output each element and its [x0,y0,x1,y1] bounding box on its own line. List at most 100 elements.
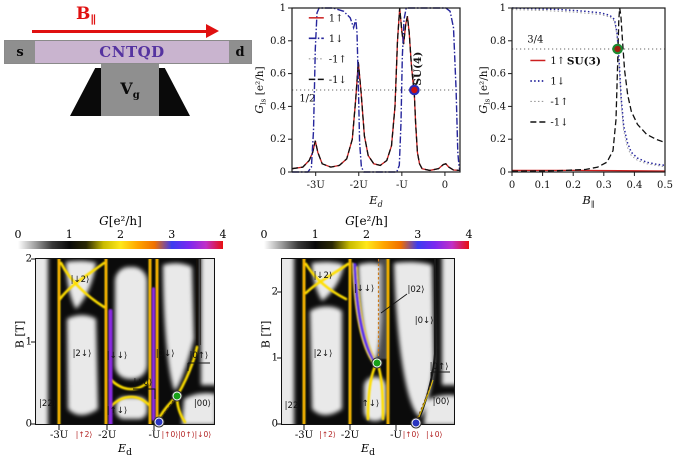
svg-text:0.2: 0.2 [565,180,581,191]
y-tick-mark [277,357,282,359]
y-tick-label: 1 [271,352,278,364]
state-label: |22⟩ [284,400,302,411]
svg-text:0.8: 0.8 [490,36,506,47]
svg-text:3/4: 3/4 [527,34,543,45]
x-tick-mark [349,424,351,430]
y-tick-label: 1 [25,336,32,347]
x-axis-state-label: |↑2⟩ [75,430,93,439]
x-tick-label: -2U [340,430,360,441]
y-axis-label: B [T] [13,320,27,349]
colorbar-tick-label: 4 [465,228,473,241]
y-tick-mark [31,258,36,260]
colorbar-title: G[e²/h] [99,214,142,228]
colorbar-tick-label: 3 [168,228,176,241]
y-tick-mark [277,291,282,293]
state-label: |0↑⟩ [429,362,449,373]
x-axis-state-label: |↑0⟩ [402,430,420,439]
gate-electrode: Vg [70,64,190,116]
colorbar-gradient [18,241,223,249]
svg-text:1↓: 1↓ [329,34,344,45]
svg-text:-2U: -2U [350,180,368,191]
svg-text:0: 0 [280,167,286,178]
x-tick-mark [395,424,397,430]
phase-point-marker [372,358,382,368]
conductance-vs-ed-plot: 1/2 -3U -2U -U 0 0 0.2 0.4 0.6 0.8 1 SU(4) 1↑ 1↓ -1↑ -1… [253,3,461,209]
svg-text:0.5: 0.5 [657,180,673,191]
heatmap-painting-right [282,259,454,424]
svg-text:0.2: 0.2 [270,134,286,145]
svg-text:0.4: 0.4 [490,101,506,112]
colorbar-tick-label: 2 [117,228,124,241]
state-label: |2↓⟩ [313,349,333,360]
svg-text:1↑: 1↑ [329,13,344,24]
state-label: |0↓⟩ [414,316,434,327]
heatmap-canvas-right: Ed |↓2⟩ |↓↓⟩ |02⟩ |0↓⟩ |2↓⟩ |22⟩ |↑↓⟩ |0↑⟩ |00⟩ 2… [272,258,455,458]
colorbar-tick-label: 1 [311,228,319,241]
svg-text:-3U: -3U [307,180,325,191]
conductance-vs-bfield-plot: 3/4 0 0.1 0.2 0.3 0.4 0.5 0 0.2 0.4 0.6 0.8 1 SU(3)1↑… [477,3,673,209]
state-label: |↓2⟩ [70,274,90,285]
svg-text:SU(3): SU(3) [567,56,601,68]
state-pointer-brackets [380,293,450,380]
svg-text:0.4: 0.4 [270,101,286,112]
state-label: |↑↓⟩ [106,405,128,416]
y-tick-mark [31,423,36,425]
colorbar-tick-label: 1 [65,228,73,241]
state-label: |↓↓⟩ [353,284,375,295]
svg-text:0.4: 0.4 [626,180,642,191]
svg-text:-1↓: -1↓ [550,117,568,128]
svg-text:SU(4): SU(4) [412,52,424,86]
state-label: |0↓⟩ [155,348,175,359]
y-axis-label: B [T] [259,320,273,349]
y-tick-label: 0 [25,418,32,430]
x-axis-label: Ed [361,441,375,458]
phase-point-marker [154,417,164,427]
svg-text:0.2: 0.2 [490,134,506,145]
b-field-label: B∥ [76,4,97,27]
x-tick-label: -3U [294,430,314,441]
svg-text:1↑: 1↑ [550,56,565,67]
state-label: |↓2⟩ [313,270,333,281]
svg-text:Gls [e²/h]: Gls [e²/h] [477,66,492,113]
colorbar-tick-label: 2 [363,228,370,241]
b-field-arrowhead-icon [206,24,219,38]
svg-text:0: 0 [509,180,515,191]
svg-text:1: 1 [500,3,506,14]
svg-text:0.6: 0.6 [270,69,286,80]
svg-text:B∥: B∥ [581,193,594,209]
phase-map-left: G[e²/h] 0 1 2 3 4 B [T] [6,214,242,459]
svg-text:0: 0 [500,167,506,178]
svg-text:1↓: 1↓ [550,76,565,87]
x-axis-label: Ed [118,441,132,458]
x-axis-state-label: |↑0⟩|0↑⟩|↓0⟩ [161,430,212,439]
source-electrode: s [5,41,35,63]
svg-text:0.6: 0.6 [490,69,506,80]
y-tick-label: 2 [25,253,32,265]
svg-text:0.8: 0.8 [270,36,286,47]
x-axis-state-label: |↑2⟩ [319,430,336,439]
y-tick-mark [31,341,36,342]
nanotube-bar: s CNTQD d [4,40,252,64]
x-tick-mark [58,424,60,430]
drain-electrode: d [229,41,251,63]
gate-voltage-label: Vg [101,64,159,116]
x-axis-state-label: |↓0⟩ [425,430,443,439]
state-label: |2↓⟩ [72,348,92,359]
state-label: |00⟩ [193,399,211,410]
svg-text:1: 1 [280,3,286,14]
phase-point-marker [172,391,182,401]
svg-text:-1↑: -1↑ [329,54,347,65]
svg-text:-1↑: -1↑ [550,97,568,108]
state-pointer-brackets [133,362,210,399]
x-tick-mark [106,424,108,430]
svg-text:-U: -U [396,180,408,191]
colorbar-ticks: 0 1 2 3 4 [261,228,473,241]
colorbar: 0 1 2 3 4 [261,228,473,249]
phase-point-marker [411,418,421,428]
svg-text:-1↓: -1↓ [329,75,347,86]
colorbar: 0 1 2 3 4 [15,228,227,249]
x-tick-label: -2U [98,430,117,441]
phase-map-right: G[e²/h] 0 1 2 3 4 B [T] [252,214,488,459]
state-label: |↓↓⟩ [106,351,128,362]
